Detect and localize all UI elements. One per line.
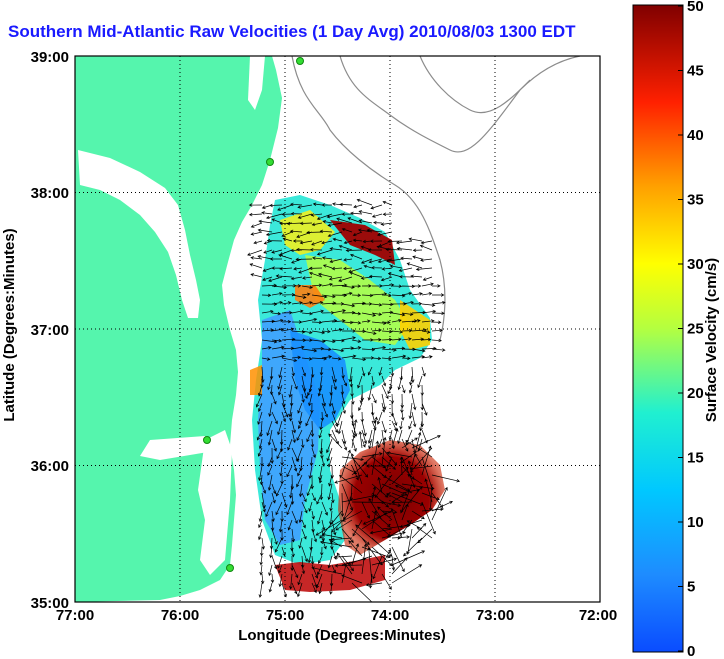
y-tick-label: 37:00: [31, 322, 69, 339]
y-tick-label: 38:00: [31, 185, 69, 202]
y-tick-label: 39:00: [31, 49, 69, 66]
station-marker: [203, 436, 211, 444]
colorbar-tick-label: 45: [687, 63, 704, 80]
delaware-bay: [248, 56, 265, 110]
station-marker: [226, 564, 234, 572]
radar-stations: [203, 57, 304, 572]
colorbar-label: Surface Velocity (cm/s): [703, 258, 720, 422]
plot-frame: [74, 55, 601, 603]
y-tick-labels: 39:00 38:00 37:00 36:00 35:00: [31, 49, 69, 612]
colorbar-tick-label: 5: [687, 579, 695, 596]
velocity-vectors: [247, 198, 461, 602]
velocity-arrow-set: [247, 198, 461, 602]
pamlico-sound: [198, 430, 232, 575]
x-tick-labels: 77:00 76:00 75:00 74:00 73:00 72:00: [56, 607, 617, 624]
x-tick-label: 75:00: [266, 607, 304, 624]
x-tick-label: 76:00: [161, 607, 199, 624]
x-tick-label: 77:00: [56, 607, 94, 624]
y-axis-label: Latitude (Degrees:Minutes): [1, 228, 18, 421]
colorbar-tick-label: 35: [687, 192, 704, 209]
colorbar-tick-label: 30: [687, 256, 704, 273]
station-marker: [296, 57, 304, 65]
colorbar-tick-label: 0: [687, 643, 695, 659]
x-tick-label: 73:00: [476, 607, 514, 624]
x-tick-label: 74:00: [371, 607, 409, 624]
albemarle-sound: [140, 436, 208, 460]
y-tick-label: 36:00: [31, 458, 69, 475]
y-tick-label: 35:00: [31, 595, 69, 612]
chesapeake-bay: [78, 150, 200, 318]
map-title: Southern Mid-Atlantic Raw Velocities (1 …: [8, 22, 576, 41]
velocity-field: [250, 195, 445, 592]
colorbar-tick-label: 40: [687, 127, 704, 144]
x-tick-label: 72:00: [579, 607, 617, 624]
colorbar-tick-label: 25: [687, 321, 704, 338]
colorbar-tick-label: 15: [687, 450, 704, 467]
colorbar-tick-label: 10: [687, 514, 704, 531]
map-grid: [75, 56, 600, 602]
colorbar-tick-label: 50: [687, 0, 704, 15]
colorbar: [632, 4, 684, 653]
station-marker: [266, 158, 274, 166]
x-axis-label: Longitude (Degrees:Minutes): [238, 627, 446, 644]
colorbar-tick-label: 20: [687, 385, 704, 402]
